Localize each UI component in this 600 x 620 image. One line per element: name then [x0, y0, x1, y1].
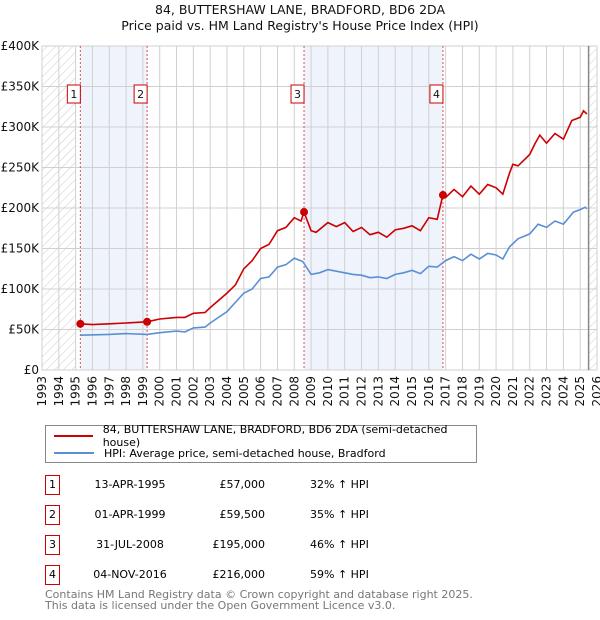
- attribution-line1: Contains HM Land Registry data © Crown c…: [45, 588, 473, 601]
- x-tick-label: 2020: [489, 376, 503, 407]
- sale-date: 01-APR-1999: [94, 508, 166, 521]
- x-tick-label: 2017: [439, 376, 453, 407]
- sale-point-marker: [76, 319, 85, 328]
- chart-title-line1: 84, BUTTERSHAW LANE, BRADFORD, BD6 2DA: [155, 2, 445, 17]
- x-tick-label: 2001: [170, 376, 184, 407]
- table-row: 3 31-JUL-2008 £195,000 46% ↑ HPI: [45, 535, 445, 555]
- x-tick-label: 2019: [472, 376, 486, 407]
- legend-label-hpi: HPI: Average price, semi-detached house,…: [104, 446, 386, 460]
- x-tick-label: 2015: [405, 376, 419, 407]
- chart-subtitle: Price paid vs. HM Land Registry's House …: [121, 18, 479, 33]
- sale-price: £216,000: [212, 568, 266, 581]
- x-tick-label: 2012: [355, 376, 369, 407]
- x-tick-label: 2016: [422, 376, 436, 407]
- x-tick-label: 2014: [388, 376, 402, 407]
- chart-title: 84, BUTTERSHAW LANE, BRADFORD, BD6 2DA P…: [0, 2, 600, 34]
- chart-svg: 1993 1994 1995 1996 1997 1998 1999 2000 2001 2002…: [1, 39, 600, 407]
- sale-label-box: [133, 84, 148, 104]
- table-row: 2 01-APR-1999 £59,500 35% ↑ HPI: [45, 505, 445, 525]
- y-tick-label: £350K: [1, 80, 41, 94]
- sale-date: 04-NOV-2016: [93, 568, 167, 581]
- sale-date: 31-JUL-2008: [96, 538, 164, 551]
- sale-hpi-diff: 35% ↑ HPI: [310, 508, 369, 521]
- y-tick-label: £0: [24, 363, 39, 377]
- sale-marker-badge: 3: [45, 535, 60, 555]
- x-tick-label: 1993: [35, 376, 49, 407]
- sale-marker-badge: 4: [45, 565, 60, 585]
- sale-point-marker: [143, 317, 152, 326]
- x-tick-label: 2022: [523, 376, 537, 407]
- sale-marker-badge: 1: [45, 475, 60, 495]
- legend-item-hpi: HPI: Average price, semi-detached house,…: [54, 445, 386, 461]
- attribution: Contains HM Land Registry data © Crown c…: [45, 589, 473, 611]
- legend-swatch-property: [54, 435, 93, 437]
- x-tick-label: 1997: [102, 376, 116, 407]
- x-tick-label: 2000: [153, 376, 167, 407]
- sale-date: 13-APR-1995: [94, 478, 166, 491]
- attribution-line2: This data is licensed under the Open Gov…: [45, 599, 396, 612]
- x-tick-label: 2004: [220, 376, 234, 407]
- sale-label-box: [429, 84, 444, 104]
- sale-point-marker: [438, 191, 447, 200]
- x-tick-label: 2008: [287, 376, 301, 407]
- sale-price: £57,000: [219, 478, 266, 491]
- x-tick-label: 2003: [203, 376, 217, 407]
- legend-swatch-hpi: [54, 452, 94, 454]
- table-row: 4 04-NOV-2016 £216,000 59% ↑ HPI: [45, 565, 445, 585]
- sale-label-number: 2: [137, 88, 144, 101]
- y-tick-label: £150K: [1, 242, 41, 256]
- sale-marker-badge: 2: [45, 505, 60, 525]
- sale-hpi-diff: 46% ↑ HPI: [310, 538, 369, 551]
- table-row: 1 13-APR-1995 £57,000 32% ↑ HPI: [45, 475, 445, 495]
- y-tick-label: £100K: [1, 282, 41, 296]
- x-tick-label: 2002: [186, 376, 200, 407]
- x-tick-label: 2025: [573, 376, 587, 407]
- x-tick-label: 2007: [270, 376, 284, 407]
- y-tick-label: £300K: [1, 120, 41, 134]
- sale-price: £59,500: [219, 508, 266, 521]
- x-tick-label: 1994: [52, 376, 66, 407]
- y-tick-label: £200K: [1, 201, 41, 215]
- sale-point-marker: [300, 208, 309, 217]
- x-tick-label: 2018: [455, 376, 469, 407]
- x-tick-label: 1999: [136, 376, 150, 407]
- sale-price: £195,000: [212, 538, 266, 551]
- sale-label-box: [66, 84, 81, 104]
- legend-label-property: 84, BUTTERSHAW LANE, BRADFORD, BD6 2DA (…: [102, 423, 448, 449]
- x-tick-label: 2026: [590, 376, 600, 407]
- sale-hpi-diff: 32% ↑ HPI: [310, 478, 369, 491]
- legend-item-property: 84, BUTTERSHAW LANE, BRADFORD, BD6 2DA (…: [54, 423, 476, 449]
- x-tick-label: 2006: [254, 376, 268, 407]
- x-tick-label: 2011: [338, 376, 352, 407]
- hpi-line: [80, 109, 588, 326]
- sale-label-box: [290, 84, 305, 104]
- sale-label-number: 1: [70, 88, 77, 101]
- y-tick-label: £50K: [8, 323, 40, 337]
- x-tick-label: 2024: [556, 376, 570, 407]
- sale-label-number: 4: [433, 88, 440, 101]
- y-tick-label: £400K: [1, 39, 41, 53]
- x-tick-label: 2005: [237, 376, 251, 407]
- x-tick-label: 2009: [304, 376, 318, 407]
- x-tick-label: 2023: [540, 376, 554, 407]
- y-tick-label: £250K: [1, 161, 41, 175]
- sale-label-number: 3: [294, 88, 301, 101]
- x-tick-label: 2013: [371, 376, 385, 407]
- x-tick-label: 2021: [506, 376, 520, 407]
- x-tick-label: 1996: [85, 376, 99, 407]
- x-tick-label: 2010: [321, 376, 335, 407]
- property-price-line: [80, 206, 588, 336]
- x-tick-label: 1998: [119, 376, 133, 407]
- sale-hpi-diff: 59% ↑ HPI: [310, 568, 369, 581]
- legend: 84, BUTTERSHAW LANE, BRADFORD, BD6 2DA (…: [45, 423, 477, 463]
- x-tick-label: 1995: [69, 376, 83, 407]
